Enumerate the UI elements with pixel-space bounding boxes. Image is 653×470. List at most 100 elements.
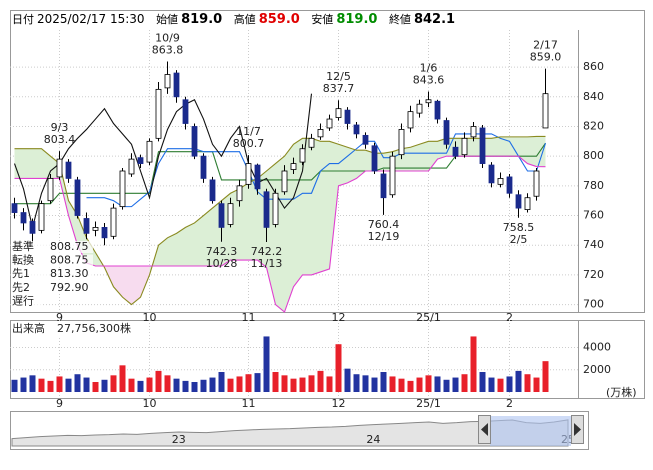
volume-bar [479,372,486,392]
cloud [500,136,510,157]
volume-bar [317,370,324,392]
candle-body [164,74,171,89]
candle-body [209,179,216,202]
cloud [536,136,546,167]
volume-bar [119,365,126,392]
volume-bar [65,378,72,392]
candle-body [524,197,531,210]
legend-value: 813.30 [50,267,89,280]
candle-body [443,120,450,145]
volume-bar [452,377,459,392]
volume-bar [38,378,45,392]
annotation-value: 859.0 [530,51,562,64]
candle-body [137,157,144,164]
header-label: 高値 [233,13,256,26]
volume-plot: 2000 4000 (万株) 9 10 11 12 25/1 2 出来高 27,756,300株 [10,320,637,410]
y-tick-label: 840 [583,90,604,103]
volume-bar [506,376,513,392]
legend-name: 先2 [12,281,30,294]
volume-bar [56,376,63,392]
cloud [140,265,150,298]
volume-bar [299,377,306,392]
candle-body [542,93,549,129]
candle-body [497,178,504,185]
legend-value: 808.75 [50,254,89,267]
cloud [167,233,177,266]
main-plot: 700 720 740 760 780 800 820 840 860 9 10 11 12 25/1 2 9… [10,30,604,324]
y-tick-label: 720 [583,268,604,281]
candle-body [416,103,423,114]
candle-body [380,173,387,199]
legend-bg [11,295,41,308]
candle-body [236,185,243,202]
volume-bar [191,382,198,392]
candle-body [101,226,108,239]
volume-bar [371,377,378,392]
cloud [329,141,339,269]
cloud [122,265,132,305]
annotation-date: 12/5 [326,70,351,83]
volume-bar [11,379,18,392]
annotation-date: 1/6 [420,61,438,74]
candle-body [488,164,495,184]
annotation-value: 760.4 [368,218,400,231]
volume-bar [281,375,288,392]
candle-body [434,100,441,120]
volume-title-bg [11,322,139,336]
volume-bar [353,374,360,392]
volume-bar [47,380,54,392]
candle-body [200,155,207,179]
cloud [347,147,357,183]
candle-body [398,129,405,156]
volume-bar [488,377,495,392]
candle-body [353,124,360,135]
volume-bar [542,361,549,392]
cloud [509,136,519,157]
navigator-selection[interactable] [490,416,571,446]
x-tick-label: 2 [506,311,513,324]
candle-body [425,99,432,104]
volume-bar [398,378,405,392]
volume-bar [533,377,540,392]
candle-body [38,203,45,231]
indicator-line [86,133,547,208]
navigator-tick-label: 24 [366,433,380,446]
quote-header: 日付 2025/02/17 15:30 始値 819.0 高値 859.0 安値 819… [12,11,455,27]
y-tick-label: 4000 [583,341,611,354]
y-tick-label: 780 [583,179,604,192]
x-tick-label: 25/1 [416,397,441,410]
header-value: 819.0 [181,12,223,27]
candle-body [470,126,477,138]
x-tick-label: 10 [143,311,157,324]
annotation-value: 863.8 [152,43,184,56]
legend-name: 転換 [12,254,34,267]
cloud [248,178,258,261]
annotation-date: 2/17 [533,39,558,52]
volume-bar [137,380,144,392]
volume-bar [497,378,504,392]
cloud [41,148,51,179]
candle-body [20,212,27,224]
y-tick-label: 820 [583,119,604,132]
header-value: 859.0 [258,12,300,27]
volume-bar [425,375,432,392]
candle-body [506,176,513,194]
cloud [194,215,204,266]
y-tick-label: 760 [583,209,604,222]
candle-body [344,109,351,124]
volume-bar [20,377,27,392]
cloud [428,141,438,171]
volume-bar [389,376,396,392]
volume-bar [200,379,207,392]
cloud [302,138,312,275]
slider-left-arrow [481,423,488,436]
volume-bar [263,336,270,392]
volume-bar [245,374,252,392]
annotation-date: 10/28 [206,257,238,270]
cloud [293,138,303,287]
y-tick-label: 700 [583,298,604,311]
candle-body [317,129,324,138]
cloud [158,237,168,266]
x-tick-label: 12 [332,311,346,324]
